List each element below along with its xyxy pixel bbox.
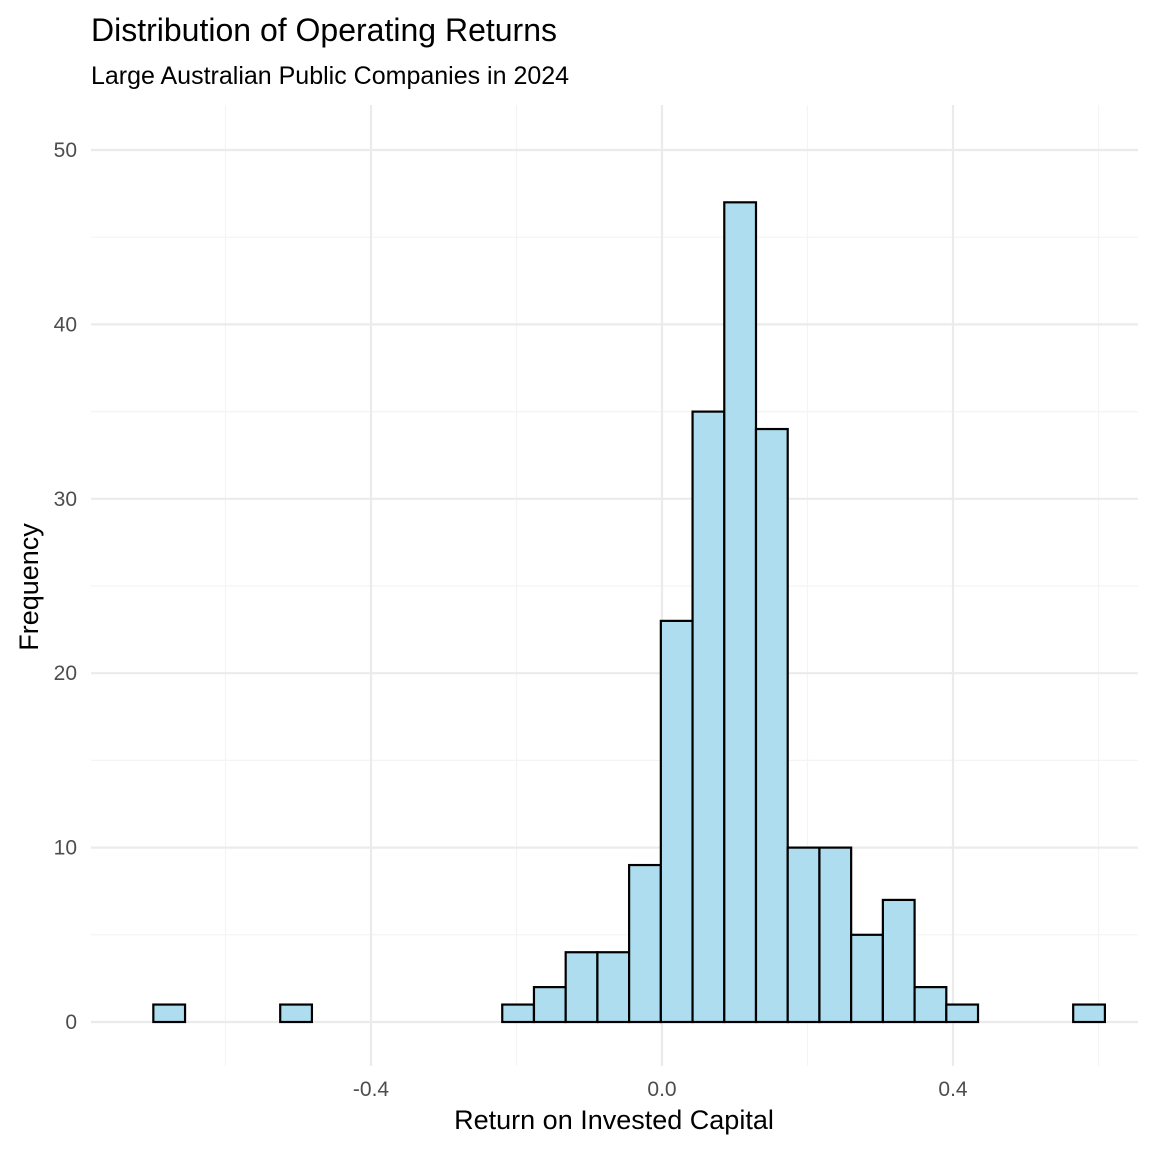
y-axis-label: Frequency [14,523,44,651]
histogram-bar [564,951,599,1024]
histogram-bar [913,986,948,1024]
histogram-bar [279,1003,314,1024]
y-tick-label: 40 [54,313,77,336]
x-axis-ticks: -0.4 0.0 0.4 [353,1078,968,1101]
histogram-bar [501,1003,536,1024]
histogram-bar [659,619,694,1024]
histogram-bar [628,863,662,1024]
histogram-bars [152,201,1107,1024]
x-tick-label: 0.4 [938,1078,968,1101]
y-tick-label: 50 [54,139,77,162]
histogram-bar [1072,1003,1107,1024]
x-tick-label: 0.0 [647,1078,676,1101]
y-tick-label: 10 [54,837,77,860]
chart-subtitle: Large Australian Public Companies in 202… [91,62,569,90]
y-tick-label: 0 [65,1011,77,1034]
histogram-bar [723,201,758,1024]
histogram-bar [532,986,567,1024]
x-tick-label: -0.4 [353,1078,390,1101]
histogram-bar [596,951,631,1024]
x-axis-label: Return on Invested Capital [454,1105,774,1135]
histogram-bar [818,846,853,1024]
histogram-bar [152,1003,187,1024]
histogram-bar [945,1003,980,1024]
histogram-bar [786,846,821,1024]
histogram-bar [881,898,916,1024]
y-tick-label: 30 [54,488,77,511]
gridlines [91,105,1138,1066]
chart-title: Distribution of Operating Returns [91,12,557,48]
histogram-bar [691,410,726,1024]
histogram-bar [754,427,789,1024]
y-tick-label: 20 [54,662,77,685]
y-axis-ticks: 0 10 20 30 40 50 [54,139,77,1034]
histogram-bar [850,933,884,1024]
